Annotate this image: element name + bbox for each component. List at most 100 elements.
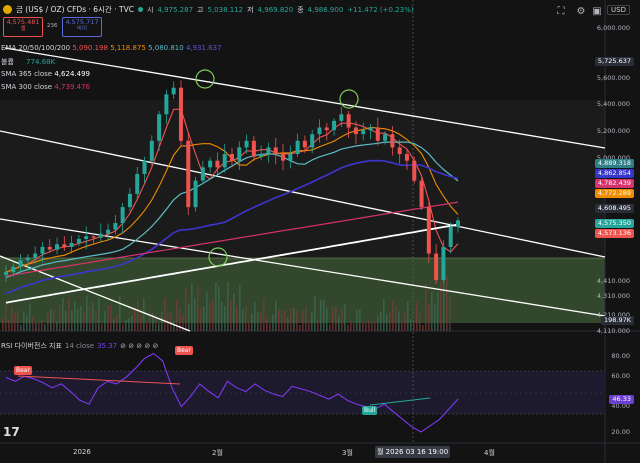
rsi-bull-label: Bull [362,406,378,415]
volume-bar [5,301,7,331]
volume-bar [110,304,112,331]
rsi-value: 35.37 [97,342,118,350]
candle-body [40,246,45,254]
rsi-value-tag: 46.33 [609,395,634,404]
volume-bar [146,322,148,331]
fullscreen-icon[interactable]: ⛶ [557,5,565,17]
tradingview-logo[interactable]: 17 [3,425,20,439]
price-tick: 5,600.000 [596,74,630,82]
candle-body [178,87,183,141]
volume-bars [2,276,451,331]
sma300-legend[interactable]: SMA 300 close 4,739.476 [1,83,90,91]
sell-button[interactable]: 4,575.481 셀 [3,17,43,37]
candle-body [91,236,96,238]
candle-body [448,227,453,247]
rsi-divergence-bull-line [369,397,431,406]
volume-bar [347,324,349,331]
volume-bar [380,311,382,331]
buy-button[interactable]: 4,575.717 바이 [62,17,102,37]
volume-bar [413,321,415,331]
volume-bar [92,302,94,331]
volume-bar [377,315,379,331]
candle-body [157,114,162,141]
snapshot-icon[interactable]: ▣ [592,5,602,17]
volume-bar [422,324,424,331]
price-tag: 198.97K [600,316,634,325]
candle-body [222,154,227,168]
volume-bar [164,297,166,331]
volume-bar [374,321,376,331]
high-value: 5,038.112 [207,5,244,14]
volume-bar [404,312,406,331]
volume-bar [221,301,223,331]
volume-bar [257,311,259,331]
volume-bar [371,321,373,331]
symbol-title[interactable]: 금 (US$ / OZ) CFDs · 6시간 · TVC [16,5,134,14]
ema-legend[interactable]: EMA 20/50/100/200 5,090.198 5,118.875 5,… [1,44,222,52]
rsi-tick: 40.00 [611,402,630,410]
volume-legend[interactable]: 볼륨 774.68K [1,58,56,66]
volume-bar [362,322,364,331]
volume-bar [29,303,31,331]
candle-body [412,160,417,181]
volume-bar [275,300,277,331]
settings-icon[interactable]: ⚙ [576,5,586,17]
rsi-band [0,371,605,414]
price-tick: 4,210.000 [596,311,630,319]
candle-body [230,154,234,161]
candle-body [317,127,322,135]
volume-bar [392,301,394,331]
volume-bar [218,286,220,331]
price-tag: 4,575.350 [594,219,634,228]
candle-body [76,238,81,243]
volume-bar [74,301,76,331]
candle-body [346,114,351,128]
volume-bar [107,305,109,331]
candle-body [200,167,205,181]
volume-bar [155,315,157,331]
sma365-legend[interactable]: SMA 365 close 4,624.499 [1,70,90,78]
candle-body [324,127,329,131]
time-label-2026: 2026 [73,448,91,456]
candle-body [426,207,431,254]
volume-bar [323,299,325,331]
volume-bar [437,292,439,331]
visibility-icon[interactable]: ⊘ ⊘ ⊘ ⊘ ⊘ [120,342,159,350]
candle-body [397,147,402,155]
symbol-header: 금 (US$ / OZ) CFDs · 6시간 · TVC 시 4,975.287… [3,4,413,15]
low-value: 4,969.820 [257,5,294,14]
rsi-tick: 20.00 [611,428,630,436]
volume-bar [98,298,100,331]
volume-bar [113,318,115,331]
price-tick: 5,000.000 [596,154,630,162]
volume-bar [338,316,340,331]
candle-body [456,220,460,228]
candle-body [47,246,52,250]
candle-body [186,140,191,208]
candle-body [259,154,264,157]
candle-body [310,134,315,148]
volume-bar [335,306,337,331]
rsi-bear-label: Bear [14,366,32,375]
volume-bar [449,295,451,331]
rsi-legend[interactable]: RSI 다이버전스 지표 14 close 35.37 ⊘ ⊘ ⊘ ⊘ ⊘ [1,342,159,350]
rsi-line [5,352,459,433]
volume-bar [407,301,409,331]
volume-bar [227,281,229,331]
candle-body [208,160,213,168]
volume-bar [122,323,124,331]
candle-body [302,140,307,148]
rsi-bear-label-2: Bear [175,346,193,355]
candle-body [244,140,249,148]
volume-bar [416,302,418,331]
currency-selector[interactable]: USD [607,5,630,15]
candle-body [171,87,176,95]
candle-body [106,229,111,234]
candle-body [441,246,446,281]
candle-body [215,160,220,168]
candle-body [404,154,409,161]
volume-bar [230,299,232,331]
volume-bar [281,311,283,331]
volume-bar [140,314,142,331]
